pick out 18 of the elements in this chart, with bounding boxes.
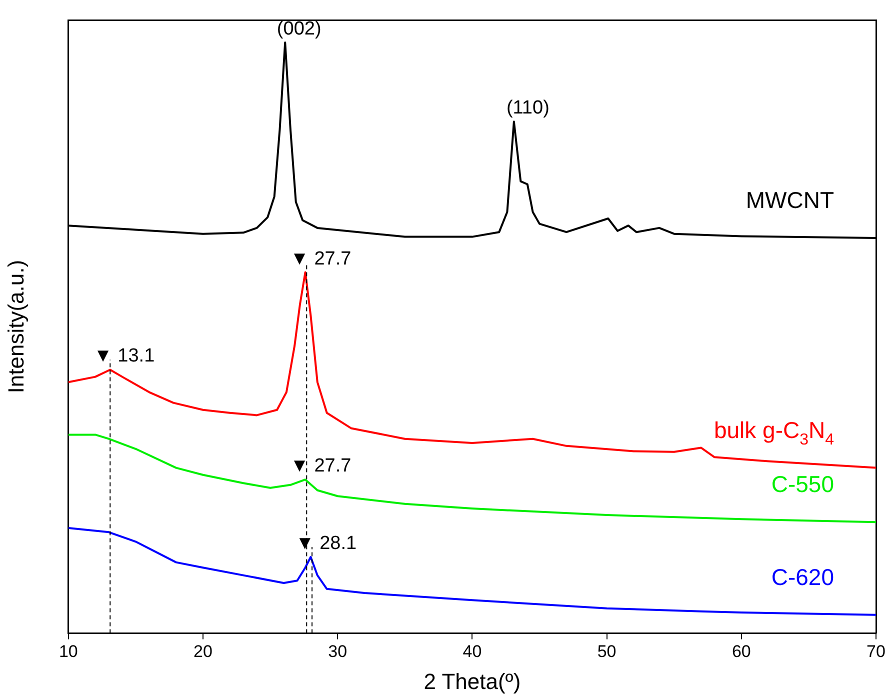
series-label: C-620	[771, 564, 834, 590]
x-tick-label: 30	[328, 642, 348, 662]
x-axis-title: 2 Theta(º)	[424, 668, 521, 694]
x-tick-label: 40	[462, 642, 482, 662]
annotation: ▼ 13.1	[94, 346, 155, 367]
x-tick-label: 20	[194, 642, 212, 662]
series-label: C-550	[771, 471, 834, 498]
annotation: ▼ 28.1	[295, 532, 357, 554]
annotation: ▼ 27.7	[290, 248, 352, 270]
series-label: MWCNT	[746, 186, 834, 213]
x-tick-label: 60	[732, 642, 751, 662]
x-tick-label: 50	[597, 642, 616, 662]
x-tick-label: 10	[58, 642, 78, 662]
y-axis-title: Intensity(a.u.)	[3, 260, 28, 394]
annotation: (110)	[506, 98, 550, 119]
x-tick-label: 70	[866, 642, 886, 662]
annotation: ▼ 27.7	[290, 456, 352, 477]
annotation: (002)	[276, 18, 322, 40]
